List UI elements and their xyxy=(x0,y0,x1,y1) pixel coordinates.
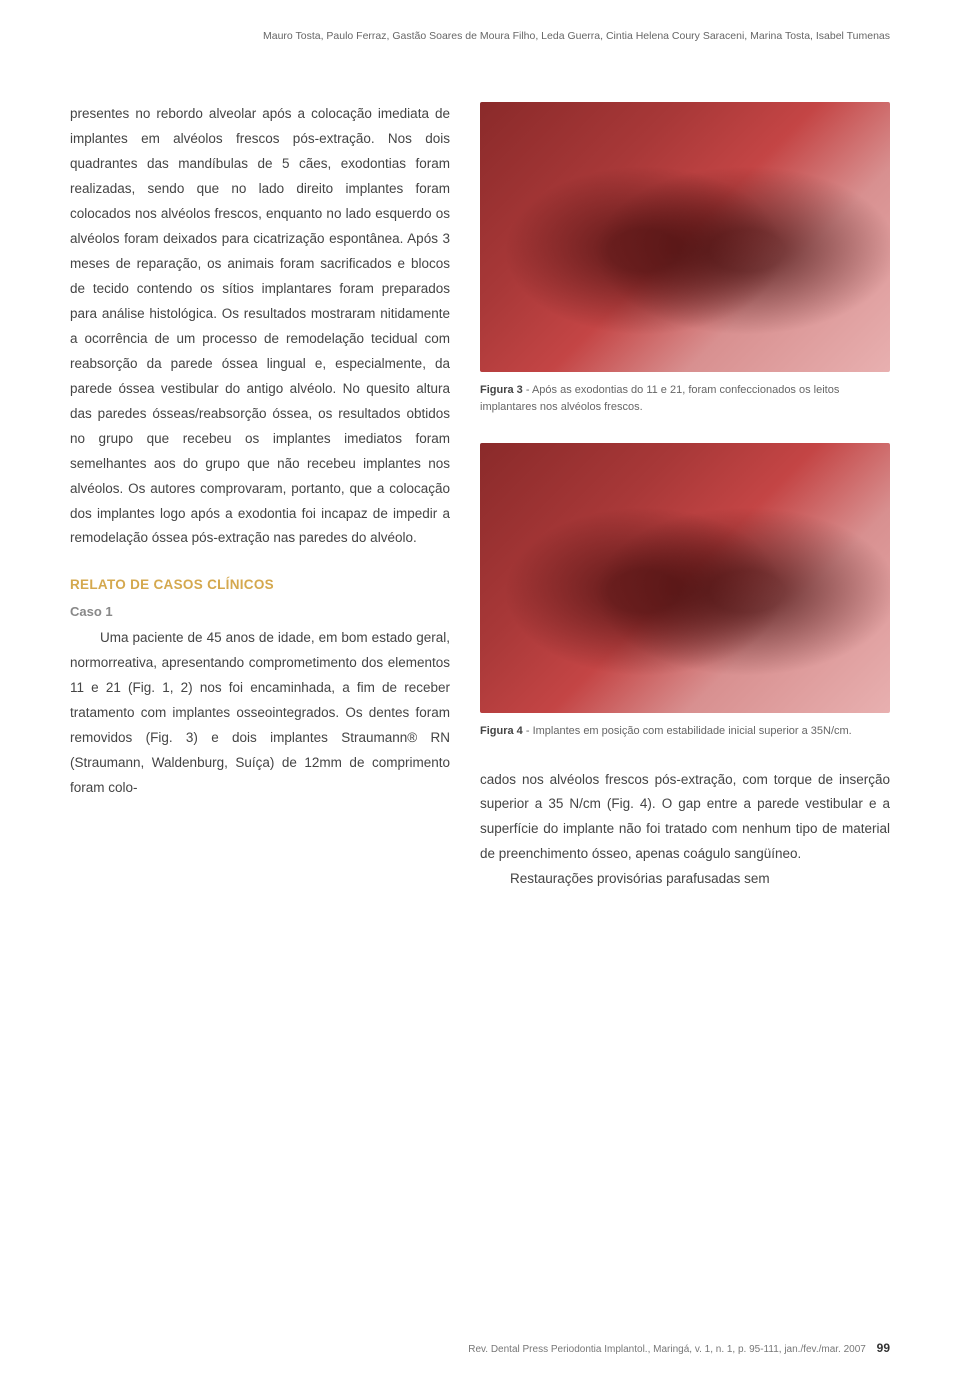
case-label-1: Caso 1 xyxy=(70,600,450,624)
right-body-text: cados nos alvéolos frescos pós-extração,… xyxy=(480,768,890,893)
figure-3-label: Figura 3 xyxy=(480,384,523,396)
figure-3-text: - Após as exodontias do 11 e 21, foram c… xyxy=(480,384,839,413)
section-title-relato: RELATO DE CASOS CLÍNICOS xyxy=(70,573,450,598)
content-area: presentes no rebordo alveolar após a col… xyxy=(0,42,960,892)
body-paragraph-2: Uma paciente de 45 anos de idade, em bom… xyxy=(70,626,450,801)
figure-3-image xyxy=(480,102,890,372)
body-paragraph-1: presentes no rebordo alveolar após a col… xyxy=(70,102,450,551)
footer-citation: Rev. Dental Press Periodontia Implantol.… xyxy=(468,1344,866,1355)
figure-3-caption: Figura 3 - Após as exodontias do 11 e 21… xyxy=(480,382,890,415)
right-paragraph-1: cados nos alvéolos frescos pós-extração,… xyxy=(480,768,890,868)
page-number: 99 xyxy=(877,1341,890,1355)
right-column: Figura 3 - Após as exodontias do 11 e 21… xyxy=(480,102,890,892)
figure-4-label: Figura 4 xyxy=(480,725,523,737)
figure-4-caption: Figura 4 - Implantes em posição com esta… xyxy=(480,723,890,740)
left-column: presentes no rebordo alveolar após a col… xyxy=(70,102,450,892)
page-footer: Rev. Dental Press Periodontia Implantol.… xyxy=(468,1341,890,1355)
figure-4-text: - Implantes em posição com estabilidade … xyxy=(523,725,852,737)
figure-4-image xyxy=(480,443,890,713)
right-paragraph-2: Restaurações provisórias parafusadas sem xyxy=(480,867,890,892)
page-header-authors: Mauro Tosta, Paulo Ferraz, Gastão Soares… xyxy=(0,0,960,42)
